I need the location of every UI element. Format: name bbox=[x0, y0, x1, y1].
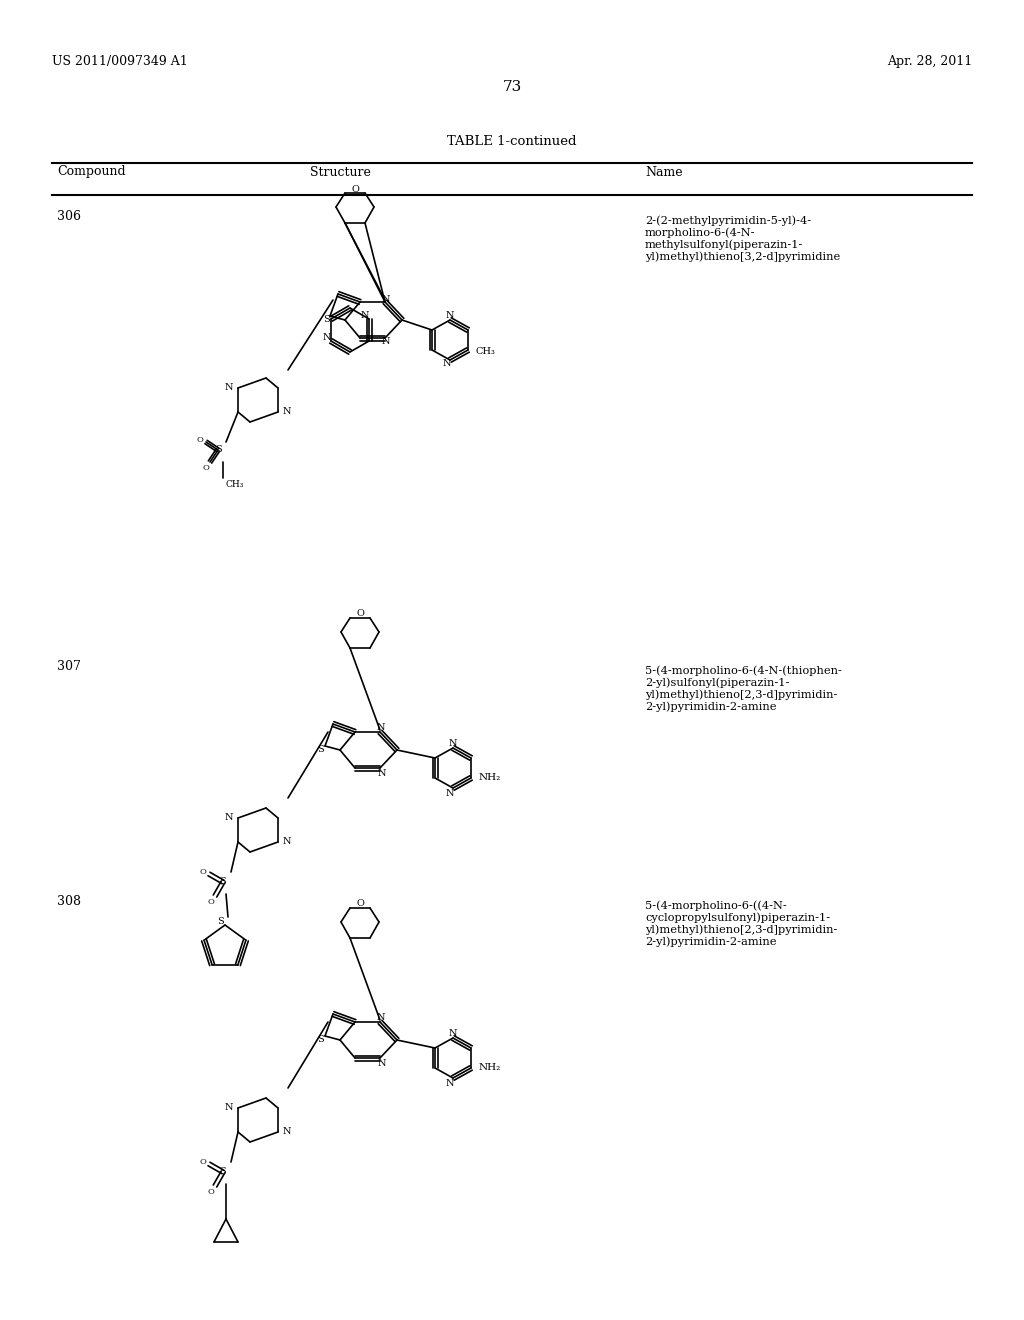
Text: 306: 306 bbox=[57, 210, 81, 223]
Text: S: S bbox=[317, 746, 325, 755]
Text: O: O bbox=[200, 1158, 207, 1166]
Text: N: N bbox=[224, 1104, 233, 1113]
Text: 2-(2-methylpyrimidin-5-yl)-4-
morpholino-6-(4-N-
methylsulfonyl(piperazin-1-
yl): 2-(2-methylpyrimidin-5-yl)-4- morpholino… bbox=[645, 215, 841, 263]
Text: S: S bbox=[219, 878, 226, 887]
Text: Structure: Structure bbox=[309, 165, 371, 178]
Text: N: N bbox=[445, 310, 455, 319]
Text: N: N bbox=[323, 334, 331, 342]
Text: CH₃: CH₃ bbox=[226, 480, 245, 488]
Text: CH₃: CH₃ bbox=[476, 347, 496, 356]
Text: O: O bbox=[356, 610, 364, 619]
Text: O: O bbox=[203, 465, 210, 473]
Text: N: N bbox=[449, 738, 458, 747]
Text: O: O bbox=[208, 898, 214, 906]
Text: O: O bbox=[356, 899, 364, 908]
Text: N: N bbox=[377, 723, 385, 733]
Text: S: S bbox=[219, 1167, 226, 1176]
Text: N: N bbox=[377, 1014, 385, 1023]
Text: 308: 308 bbox=[57, 895, 81, 908]
Text: N: N bbox=[378, 1059, 386, 1068]
Text: O: O bbox=[200, 869, 207, 876]
Text: N: N bbox=[360, 312, 370, 321]
Text: 5-(4-morpholino-6-((4-N-
cyclopropylsulfonyl)piperazin-1-
yl)methyl)thieno[2,3-d: 5-(4-morpholino-6-((4-N- cyclopropylsulf… bbox=[645, 900, 838, 948]
Text: NH₂: NH₂ bbox=[479, 1064, 502, 1072]
Text: 73: 73 bbox=[503, 81, 521, 94]
Text: N: N bbox=[283, 1127, 292, 1137]
Text: N: N bbox=[283, 408, 292, 417]
Text: NH₂: NH₂ bbox=[479, 774, 502, 783]
Text: TABLE 1-continued: TABLE 1-continued bbox=[447, 135, 577, 148]
Text: S: S bbox=[323, 315, 330, 325]
Text: Name: Name bbox=[645, 165, 683, 178]
Text: S: S bbox=[218, 917, 224, 927]
Text: US 2011/0097349 A1: US 2011/0097349 A1 bbox=[52, 55, 187, 69]
Text: N: N bbox=[283, 837, 292, 846]
Text: O: O bbox=[208, 1188, 214, 1196]
Text: Compound: Compound bbox=[57, 165, 126, 178]
Text: N: N bbox=[442, 359, 452, 368]
Text: N: N bbox=[224, 384, 233, 392]
Text: O: O bbox=[351, 185, 359, 194]
Text: N: N bbox=[445, 1078, 455, 1088]
Text: N: N bbox=[224, 813, 233, 822]
Text: N: N bbox=[378, 768, 386, 777]
Text: N: N bbox=[449, 1028, 458, 1038]
Text: N: N bbox=[382, 296, 390, 305]
Text: N: N bbox=[445, 788, 455, 797]
Text: N: N bbox=[382, 338, 390, 346]
Text: O: O bbox=[197, 436, 204, 444]
Text: S: S bbox=[317, 1035, 325, 1044]
Text: S: S bbox=[215, 446, 221, 454]
Text: 307: 307 bbox=[57, 660, 81, 673]
Text: Apr. 28, 2011: Apr. 28, 2011 bbox=[887, 55, 972, 69]
Text: 5-(4-morpholino-6-(4-N-(thiophen-
2-yl)sulfonyl(piperazin-1-
yl)methyl)thieno[2,: 5-(4-morpholino-6-(4-N-(thiophen- 2-yl)s… bbox=[645, 665, 842, 713]
